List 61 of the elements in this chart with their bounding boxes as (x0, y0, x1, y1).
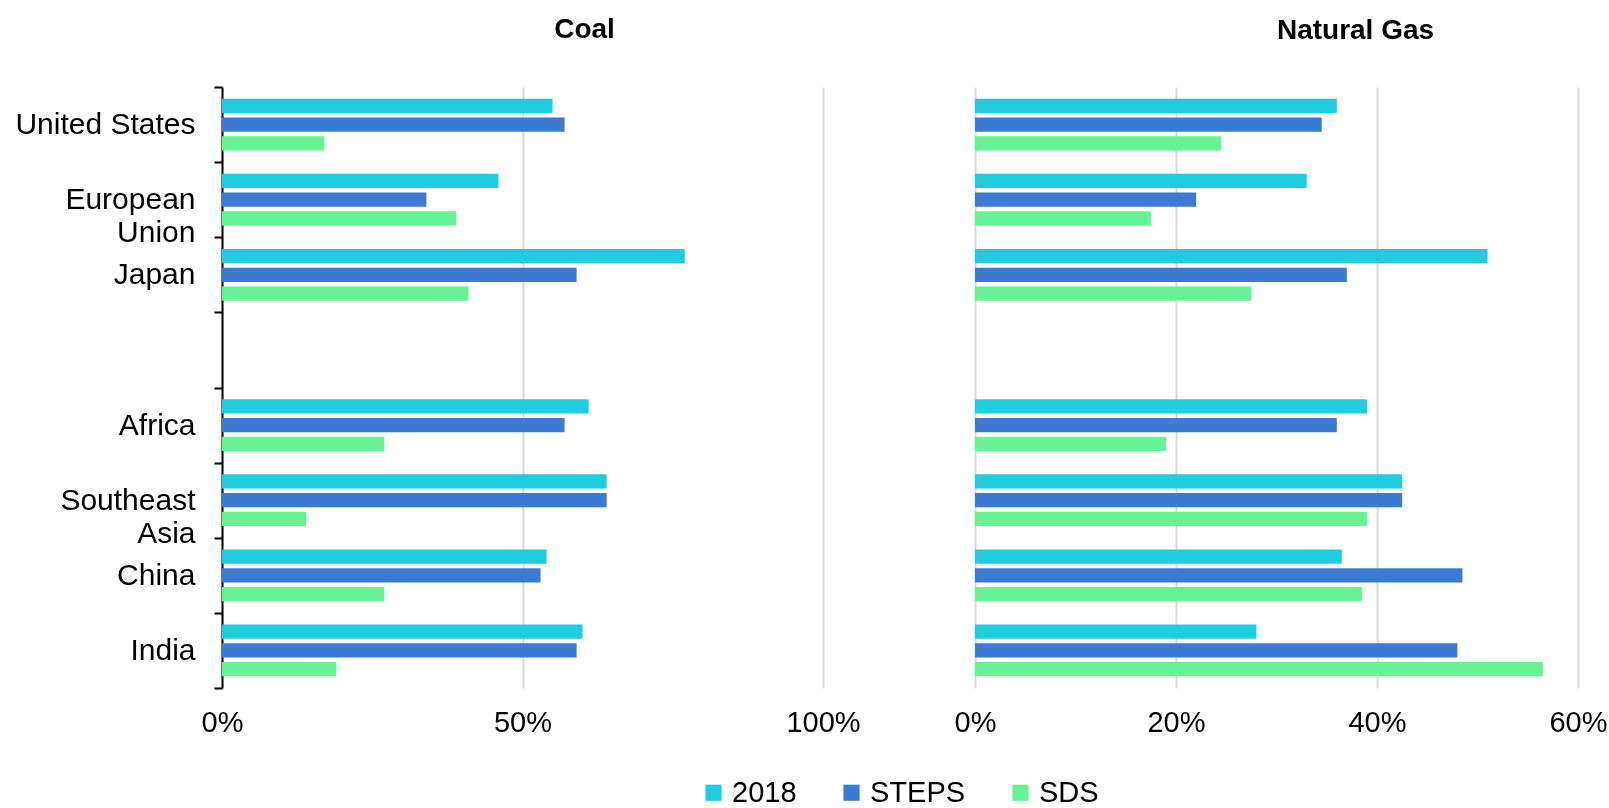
x-tick-label: 20% (1147, 705, 1206, 738)
bar (222, 117, 565, 132)
bar (222, 624, 583, 639)
bar (222, 248, 685, 264)
bar (975, 586, 1362, 602)
legend-label: 2018 (732, 775, 797, 808)
y-tick-label: Africa (118, 407, 196, 441)
y-tick-label: India (130, 632, 196, 666)
y-tick-label: China (117, 557, 196, 591)
bar (975, 267, 1347, 282)
bar (975, 662, 1543, 677)
bar (222, 474, 607, 489)
bar (222, 192, 427, 207)
bar (222, 549, 547, 564)
bar (975, 474, 1403, 489)
bar (222, 286, 469, 301)
y-tick-label: Japan (113, 257, 196, 291)
x-tick-label: 100% (786, 705, 861, 738)
bar (222, 98, 553, 113)
bar (975, 511, 1367, 527)
bar (975, 549, 1342, 564)
bar (975, 248, 1488, 264)
bar (222, 267, 577, 282)
legend-label: STEPS (870, 775, 966, 808)
bar (975, 399, 1367, 414)
bar (222, 211, 457, 226)
x-tick-label: 0% (201, 705, 244, 738)
chart-title: Natural Gas (1276, 14, 1435, 45)
x-tick-label: 60% (1549, 705, 1608, 738)
x-tick-label: 40% (1348, 705, 1407, 738)
bar (975, 136, 1222, 151)
y-tick-label: United States (15, 107, 196, 141)
x-tick-label: 0% (954, 705, 997, 738)
bar (222, 173, 499, 189)
bar (222, 417, 565, 433)
legend-label: SDS (1039, 775, 1099, 808)
bar (975, 192, 1197, 207)
bar (222, 493, 607, 508)
chart-title: Coal (554, 13, 615, 44)
bar (975, 436, 1166, 451)
bar (975, 211, 1151, 226)
bar (975, 568, 1463, 583)
bar (222, 511, 307, 527)
bar (222, 586, 385, 602)
bar (222, 399, 589, 414)
x-tick-label: 50% (493, 705, 553, 738)
bar (975, 624, 1257, 639)
bar (222, 662, 337, 677)
bar (975, 117, 1322, 132)
bar (975, 286, 1252, 301)
bar (975, 643, 1458, 658)
y-tick-label: European Union (65, 182, 196, 249)
y-tick-label: Southeast Asia (60, 482, 197, 549)
bar (222, 643, 577, 658)
bar (975, 417, 1337, 433)
bar (222, 568, 541, 583)
bar (222, 136, 325, 151)
bar (975, 173, 1307, 189)
bar (222, 436, 385, 451)
bar (975, 98, 1337, 113)
bar (975, 493, 1403, 508)
